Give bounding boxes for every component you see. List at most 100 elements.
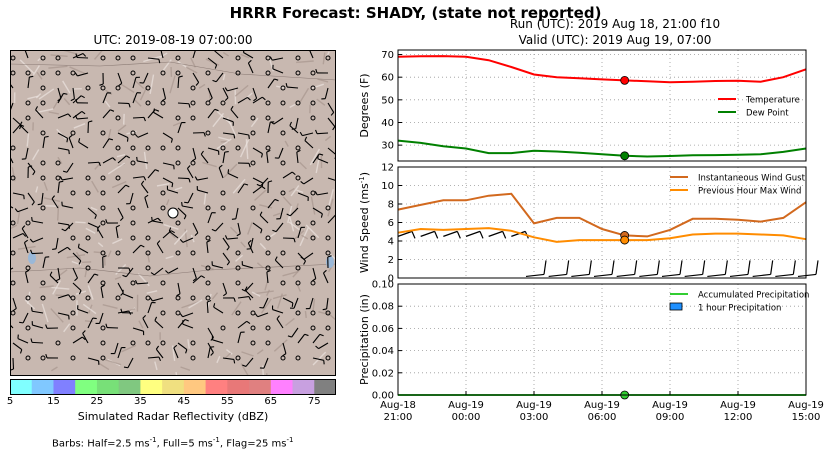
wind-barb — [230, 109, 239, 119]
colorbar-segment — [314, 379, 336, 395]
wind-barb — [302, 132, 314, 137]
terrain-ridge — [149, 74, 155, 95]
calm-wind-marker — [205, 235, 211, 241]
wind-barb — [222, 87, 229, 99]
calm-wind-marker — [310, 280, 316, 286]
wind-barb — [237, 96, 248, 104]
wind-barb — [312, 267, 317, 279]
y-tick-label: 8 — [388, 200, 394, 211]
calm-wind-marker — [115, 175, 121, 181]
terrain-ridge — [200, 264, 214, 270]
terrain-ridge — [56, 205, 60, 221]
wind-barb-feather — [144, 194, 149, 198]
wind-barb — [207, 108, 216, 119]
calm-wind-marker — [40, 175, 46, 181]
calm-wind-marker — [310, 85, 316, 91]
wind-barb-feather — [55, 278, 61, 282]
terrain-ridge — [116, 153, 126, 158]
terrain-ridge — [169, 75, 176, 94]
wind-barb — [42, 137, 46, 149]
wind-barb-feather — [244, 286, 248, 291]
wind-barb-feather — [78, 260, 82, 265]
terrain-ridge — [312, 298, 316, 311]
wind-barb-feather — [67, 246, 71, 251]
wind-barb — [252, 185, 263, 194]
terrain-ridge — [41, 303, 49, 323]
wind-barb — [327, 177, 336, 182]
wind-barb — [297, 192, 309, 198]
y-tick-label: 60 — [381, 73, 394, 84]
wind-barb-feather — [170, 230, 175, 234]
calm-wind-marker — [160, 145, 166, 151]
wind-barb-feather — [206, 239, 211, 243]
wind-barb — [76, 117, 89, 120]
calm-wind-marker — [100, 355, 106, 361]
x-tick-label-date: Aug-19 — [584, 400, 620, 411]
wind-barb-feather — [261, 153, 263, 158]
wind-barb-feather — [203, 132, 206, 137]
wind-barb — [102, 92, 108, 104]
wind-barb — [57, 246, 68, 254]
wind-barb — [308, 50, 314, 59]
terrain-ridge — [35, 186, 39, 193]
wind-barb — [266, 152, 269, 164]
y-axis-label: Degrees (F) — [358, 73, 371, 137]
terrain-ridge — [240, 53, 250, 59]
wind-barb-feather — [181, 201, 183, 207]
wind-barb-feather — [98, 162, 101, 167]
calm-wind-marker — [220, 100, 226, 106]
x-tick-label-date: Aug-19 — [516, 400, 552, 411]
calm-wind-marker — [325, 310, 331, 316]
calm-wind-marker — [235, 310, 241, 316]
calm-wind-marker — [40, 100, 46, 106]
wind-barb-feather — [161, 98, 166, 102]
terrain-ridge — [133, 78, 145, 90]
wind-barb-feather — [75, 53, 78, 58]
wind-barb — [168, 267, 179, 274]
calm-wind-marker — [235, 70, 241, 76]
terrain-ridge — [105, 89, 113, 95]
wind-barb-feather — [244, 183, 249, 186]
wind-barb — [197, 177, 209, 181]
terrain-ridge — [245, 139, 249, 160]
wind-barb — [222, 117, 234, 123]
terrain-ridge — [39, 285, 54, 289]
wind-barb — [115, 227, 119, 239]
wind-barb — [309, 297, 314, 309]
wind-barb-feather — [156, 240, 161, 244]
calm-wind-marker — [295, 220, 301, 226]
wind-barb-feather — [158, 59, 161, 64]
terrain-ridge — [316, 98, 326, 106]
wind-barb — [25, 147, 29, 159]
wind-barb — [156, 243, 164, 254]
wind-barb — [51, 198, 59, 209]
wind-barb — [177, 319, 186, 329]
calm-wind-marker — [100, 205, 106, 211]
wind-barb — [286, 86, 299, 89]
wind-barb-feather — [543, 260, 547, 275]
wind-barb — [17, 338, 29, 344]
wind-barb-feather — [184, 319, 189, 322]
wind-barb — [177, 282, 181, 294]
colorbar-segment — [227, 379, 250, 395]
colorbar-tick-labels: 5 15 25 35 45 55 65 75 — [0, 396, 350, 410]
terrain-ridge — [58, 269, 68, 277]
calm-wind-marker — [295, 55, 301, 61]
calm-wind-marker — [325, 55, 331, 61]
colorbar-segment — [249, 379, 272, 395]
calm-wind-marker — [115, 145, 121, 151]
terrain-ridge — [277, 293, 283, 309]
terrain-ridge — [235, 254, 243, 262]
terrain-ridge — [256, 349, 264, 355]
y-tick-label: 12 — [381, 163, 394, 174]
calm-wind-marker — [70, 325, 76, 331]
calm-wind-marker — [265, 55, 271, 61]
wind-barb — [87, 273, 95, 284]
colorbar-tick-label: 55 — [220, 396, 234, 407]
calm-wind-marker — [130, 130, 136, 136]
wind-barb — [140, 183, 149, 194]
calm-wind-marker — [265, 250, 271, 256]
wind-barb — [252, 96, 263, 104]
wind-barb — [296, 152, 299, 164]
wind-barb — [77, 72, 89, 77]
